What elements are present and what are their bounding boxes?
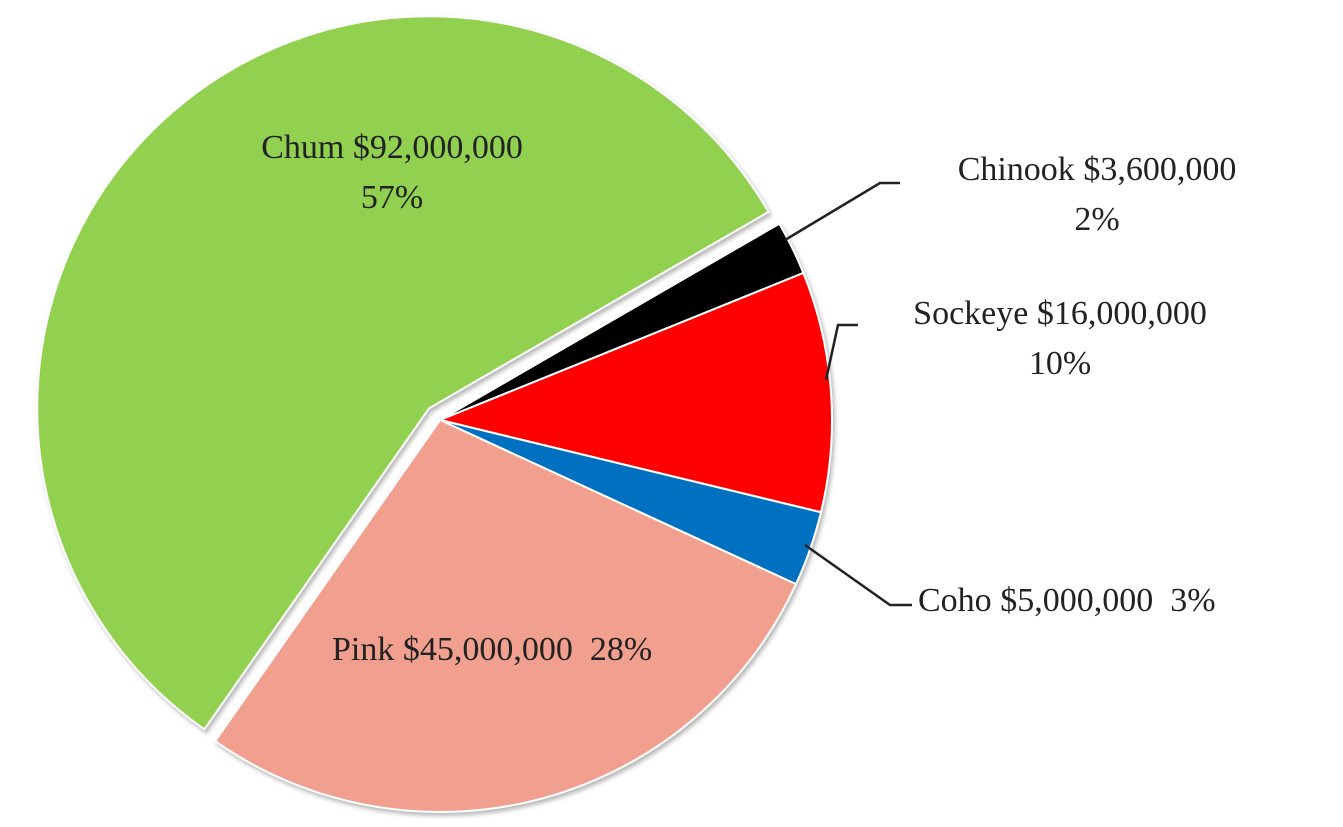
- value-label: $92,000,000: [353, 129, 523, 166]
- pie-slice: [436, 271, 833, 514]
- data-label: Pink $45,000,000 28%: [332, 631, 652, 668]
- category-name: Sockeye: [913, 295, 1028, 332]
- value-label: $5,000,000: [1000, 582, 1153, 619]
- percent-label: 2%: [1074, 201, 1119, 238]
- category-name: Coho: [918, 582, 992, 619]
- pie-slice: [36, 15, 770, 731]
- percent-label: 10%: [1029, 345, 1091, 382]
- value-label: $3,600,000: [1083, 151, 1236, 188]
- leader-lines: [784, 181, 912, 607]
- category-name: Chum: [261, 129, 344, 166]
- data-label: Coho $5,000,000 3%: [918, 582, 1216, 619]
- leader-line: [784, 181, 900, 242]
- leader-line: [824, 323, 858, 381]
- percent-label: 57%: [361, 179, 423, 216]
- data-labels: Chum $92,000,000 57% Chinook $3,600,000 2% S…: [261, 129, 1236, 668]
- data-label: Chum $92,000,000: [261, 129, 523, 166]
- pie: [36, 15, 833, 813]
- value-label: $45,000,000: [403, 631, 573, 668]
- value-label: $16,000,000: [1037, 295, 1207, 332]
- data-label: Sockeye $16,000,000: [913, 295, 1207, 332]
- data-label: Chinook $3,600,000: [958, 151, 1237, 188]
- percent-label: 3%: [1170, 582, 1215, 619]
- category-name: Pink: [332, 631, 394, 668]
- pie-slice: [213, 418, 798, 813]
- leader-line: [804, 543, 912, 607]
- percent-label: 28%: [590, 631, 652, 668]
- category-name: Chinook: [958, 151, 1075, 188]
